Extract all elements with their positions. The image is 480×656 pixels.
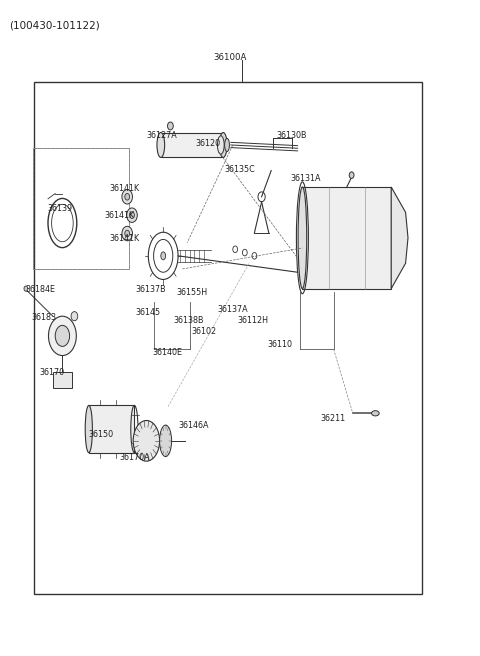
Ellipse shape [125,230,130,237]
Text: 36112H: 36112H [237,316,268,325]
Ellipse shape [133,420,159,461]
Ellipse shape [157,133,165,157]
Text: (100430-101122): (100430-101122) [10,21,100,31]
Ellipse shape [168,122,173,130]
Bar [53,372,72,388]
Ellipse shape [127,208,137,222]
Bar [302,187,391,289]
Ellipse shape [85,405,92,453]
Ellipse shape [71,312,78,321]
Text: 36155H: 36155H [177,288,208,297]
Ellipse shape [24,286,28,291]
Text: 36183: 36183 [31,313,56,322]
Text: 36184E: 36184E [25,285,55,295]
Ellipse shape [225,138,229,152]
Text: 36141K: 36141K [109,184,140,194]
Text: 36138B: 36138B [174,316,204,325]
Ellipse shape [125,194,130,200]
Text: 36140E: 36140E [153,348,182,358]
Text: 36137A: 36137A [217,305,248,314]
Bar [33,148,129,269]
Text: 36150: 36150 [89,430,114,439]
Text: 36145: 36145 [135,308,160,317]
Text: 36127A: 36127A [146,131,177,140]
Bar [33,148,129,269]
Text: 36170: 36170 [39,368,64,377]
Ellipse shape [122,190,132,204]
Text: 36100A: 36100A [214,53,247,62]
Text: 36139: 36139 [47,204,72,213]
Text: 36131A: 36131A [290,174,321,183]
Ellipse shape [349,172,354,178]
Ellipse shape [298,187,307,289]
Ellipse shape [159,425,172,457]
Text: 36137B: 36137B [135,285,166,295]
Ellipse shape [219,133,227,157]
Ellipse shape [161,252,166,260]
Bar [34,82,422,594]
Ellipse shape [372,411,379,416]
Text: 36141K: 36141K [109,234,140,243]
Bar [161,133,223,157]
Text: 36130B: 36130B [276,131,307,140]
Text: 36141K: 36141K [105,211,135,220]
Text: 36102: 36102 [191,327,216,337]
Ellipse shape [217,136,224,154]
Ellipse shape [55,325,70,346]
Text: 36135C: 36135C [225,165,255,174]
Ellipse shape [130,212,134,218]
Bar [89,405,134,453]
Text: 36110: 36110 [268,340,293,349]
Text: 36120: 36120 [196,138,221,148]
Text: 36146A: 36146A [179,420,209,430]
Text: 36170A: 36170A [119,453,150,462]
Polygon shape [391,187,408,289]
Ellipse shape [48,316,76,356]
Ellipse shape [122,226,132,241]
Text: 36211: 36211 [321,414,346,423]
